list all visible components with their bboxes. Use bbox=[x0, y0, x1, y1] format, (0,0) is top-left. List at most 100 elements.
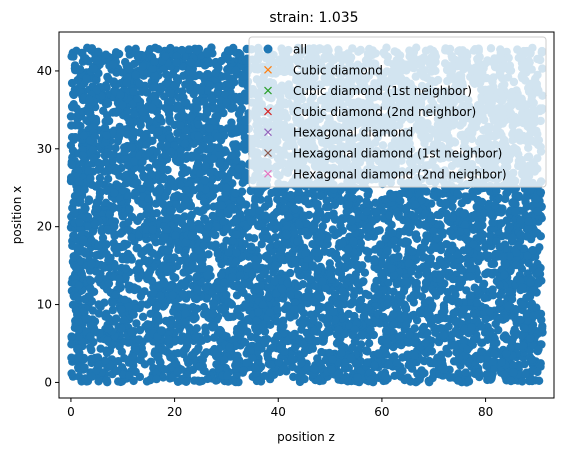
scatter-point bbox=[508, 198, 517, 207]
scatter-point bbox=[203, 49, 212, 58]
scatter-point bbox=[454, 354, 464, 363]
scatter-point bbox=[381, 326, 391, 335]
scatter-point bbox=[138, 312, 148, 321]
scatter-point bbox=[111, 314, 121, 323]
scatter-point bbox=[507, 233, 517, 243]
scatter-point bbox=[132, 319, 141, 328]
scatter-point bbox=[518, 377, 527, 386]
scatter-point bbox=[124, 338, 133, 347]
scatter-point bbox=[105, 210, 115, 219]
scatter-point bbox=[103, 174, 113, 184]
scatter-point bbox=[86, 343, 95, 352]
scatter-point bbox=[134, 335, 144, 344]
scatter-point bbox=[393, 253, 402, 262]
scatter-point bbox=[149, 234, 158, 243]
scatter-point bbox=[89, 287, 99, 296]
scatter-point bbox=[102, 348, 112, 358]
scatter-point bbox=[463, 259, 473, 269]
scatter-point bbox=[115, 342, 124, 351]
scatter-point bbox=[333, 299, 342, 308]
scatter-point bbox=[425, 378, 434, 387]
scatter-point bbox=[284, 212, 293, 221]
scatter-point bbox=[86, 276, 96, 286]
scatter-point bbox=[160, 233, 169, 242]
scatter-point bbox=[383, 339, 392, 348]
scatter-point bbox=[290, 204, 300, 214]
scatter-point bbox=[163, 105, 172, 114]
scatter-point bbox=[494, 298, 504, 307]
scatter-point bbox=[364, 291, 373, 300]
scatter-point bbox=[116, 90, 125, 100]
chart-title: strain: 1.035 bbox=[269, 10, 358, 26]
scatter-point bbox=[505, 287, 514, 296]
scatter-point bbox=[240, 338, 250, 347]
scatter-point bbox=[491, 201, 500, 210]
scatter-point bbox=[401, 237, 410, 246]
scatter-point bbox=[430, 315, 440, 324]
scatter-point bbox=[192, 324, 201, 333]
scatter-point bbox=[165, 117, 175, 126]
scatter-point bbox=[505, 222, 514, 231]
scatter-point bbox=[401, 203, 411, 213]
scatter-point bbox=[247, 217, 256, 226]
scatter-point bbox=[239, 366, 248, 375]
scatter-point bbox=[209, 333, 219, 342]
scatter-point bbox=[135, 79, 144, 88]
scatter-point bbox=[199, 205, 208, 215]
scatter-point bbox=[170, 192, 179, 201]
scatter-point bbox=[195, 362, 204, 371]
scatter-point bbox=[102, 250, 111, 259]
scatter-point bbox=[457, 199, 466, 208]
scatter-point bbox=[67, 369, 76, 378]
scatter-point bbox=[139, 132, 149, 141]
scatter-point bbox=[490, 268, 499, 277]
scatter-point bbox=[517, 300, 527, 309]
scatter-point bbox=[78, 151, 87, 160]
scatter-point bbox=[231, 128, 241, 137]
scatter-point bbox=[88, 306, 98, 315]
scatter-point bbox=[94, 241, 103, 250]
scatter-point bbox=[127, 233, 136, 242]
scatter-point bbox=[173, 102, 182, 112]
scatter-point bbox=[112, 167, 121, 176]
scatter-point bbox=[364, 247, 373, 257]
scatter-point bbox=[333, 254, 342, 263]
scatter-point bbox=[151, 199, 161, 208]
scatter-point bbox=[444, 349, 453, 358]
scatter-point bbox=[94, 47, 103, 56]
scatter-point bbox=[404, 258, 414, 268]
scatter-point bbox=[337, 348, 346, 358]
scatter-point bbox=[364, 339, 374, 348]
scatter-point bbox=[130, 128, 139, 137]
scatter-point bbox=[178, 332, 187, 341]
scatter-point bbox=[151, 43, 160, 52]
scatter-point bbox=[82, 74, 91, 83]
scatter-point bbox=[140, 360, 150, 369]
scatter-point bbox=[86, 174, 95, 183]
scatter-point bbox=[277, 255, 286, 264]
scatter-point bbox=[280, 204, 289, 213]
scatter-point bbox=[356, 239, 366, 248]
scatter-point bbox=[191, 332, 200, 342]
scatter-point bbox=[370, 257, 379, 266]
scatter-point bbox=[350, 337, 360, 346]
scatter-point bbox=[487, 259, 496, 269]
scatter-point bbox=[100, 123, 110, 132]
scatter-point bbox=[134, 274, 143, 283]
scatter-point bbox=[95, 179, 104, 189]
scatter-point bbox=[283, 301, 292, 310]
scatter-point bbox=[501, 261, 510, 270]
scatter-point bbox=[138, 62, 147, 71]
scatter-point bbox=[445, 227, 455, 236]
scatter-point bbox=[180, 98, 189, 107]
scatter-point bbox=[498, 204, 507, 213]
scatter-point bbox=[143, 320, 152, 329]
scatter-point bbox=[375, 226, 384, 235]
scatter-point bbox=[448, 274, 458, 284]
scatter-point bbox=[193, 285, 202, 294]
scatter-point bbox=[94, 300, 103, 309]
scatter-point bbox=[374, 349, 383, 358]
scatter-point bbox=[112, 68, 121, 77]
scatter-point bbox=[334, 228, 343, 238]
